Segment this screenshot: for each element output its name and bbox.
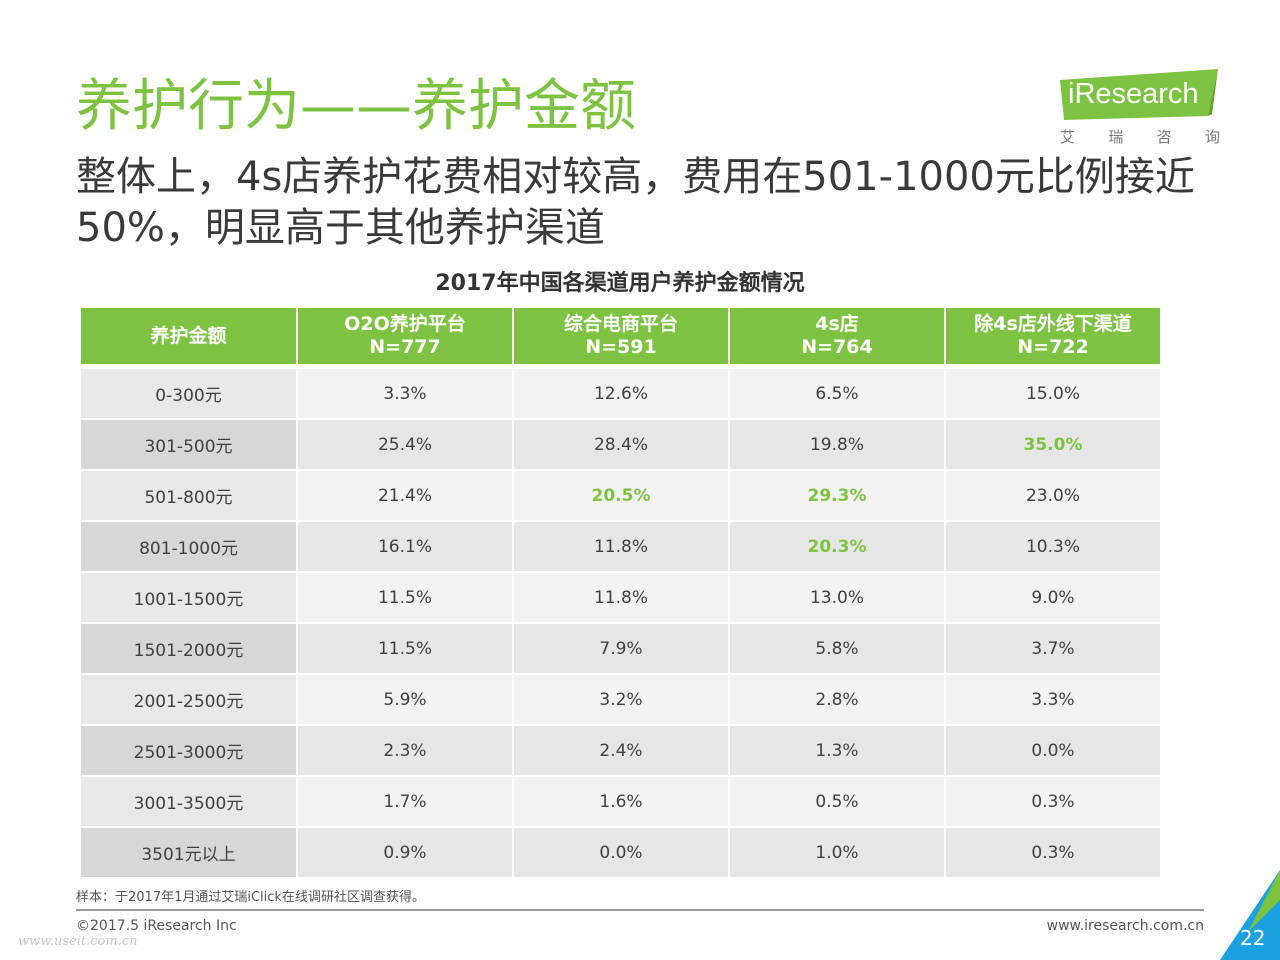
value-cell: 28.4% — [512, 419, 730, 471]
header-cell: 养护金额 — [81, 308, 298, 364]
footer-divider — [76, 909, 1204, 911]
table-row: 0-300元 3.3% 12.6% 6.5% 15.0% — [81, 369, 1162, 420]
header-line2: N=591 — [585, 336, 657, 358]
logo-badge-icon — [1060, 69, 1218, 120]
value-cell: 29.3% — [728, 470, 946, 522]
table-row: 2001-2500元 5.9% 3.2% 2.8% 3.3% — [81, 674, 1162, 726]
row-label: 2001-2500元 — [81, 674, 298, 726]
value-cell: 5.9% — [296, 674, 514, 726]
value-cell: 2.4% — [512, 725, 730, 777]
value-cell: 13.0% — [728, 572, 946, 624]
logo-brand-text: iResearch — [1068, 78, 1199, 110]
value-cell: 2.3% — [296, 725, 514, 777]
row-label: 0-300元 — [81, 369, 298, 420]
row-label: 1001-1500元 — [81, 572, 298, 624]
table-row: 1001-1500元 11.5% 11.8% 13.0% 9.0% — [81, 572, 1162, 624]
value-cell: 10.3% — [944, 521, 1162, 573]
logo-chinese: 艾 瑞 咨 询 — [1060, 126, 1220, 147]
table-header-row: 养护金额 O2O养护平台 N=777 综合电商平台 N=591 4s店 N=76… — [81, 308, 1162, 364]
value-cell: 3.2% — [512, 674, 730, 726]
value-cell: 15.0% — [944, 369, 1162, 420]
header-line2: N=764 — [801, 336, 873, 358]
website-link: www.iresearch.com.cn — [1046, 918, 1204, 934]
value-cell: 3.3% — [296, 369, 514, 420]
header-line1: O2O养护平台 — [344, 313, 466, 335]
value-cell: 1.6% — [512, 776, 730, 828]
value-cell: 2.8% — [728, 674, 946, 726]
slide-title: 养护行为——养护金额 — [76, 74, 636, 139]
table-row: 801-1000元 16.1% 11.8% 20.3% 10.3% — [81, 521, 1162, 573]
logo-char: 咨 — [1156, 128, 1172, 146]
header-cell: O2O养护平台 N=777 — [296, 308, 514, 364]
value-cell: 1.3% — [728, 725, 946, 777]
spending-table: 养护金额 O2O养护平台 N=777 综合电商平台 N=591 4s店 N=76… — [81, 308, 1162, 879]
row-label: 501-800元 — [81, 470, 298, 522]
value-cell: 11.5% — [296, 572, 514, 624]
logo-char: 艾 — [1060, 128, 1076, 146]
header-cell: 综合电商平台 N=591 — [512, 308, 730, 364]
table-row: 3001-3500元 1.7% 1.6% 0.5% 0.3% — [81, 776, 1162, 828]
table-row: 2501-3000元 2.3% 2.4% 1.3% 0.0% — [81, 725, 1162, 777]
value-cell: 6.5% — [728, 369, 946, 420]
header-cell: 除4s店外线下渠道 N=722 — [944, 308, 1162, 364]
table-body: 0-300元 3.3% 12.6% 6.5% 15.0% 301-500元 25.4% 28.… — [81, 364, 1162, 879]
value-cell: 19.8% — [728, 419, 946, 471]
value-cell: 1.7% — [296, 776, 514, 828]
table-row: 3501元以上 0.9% 0.0% 1.0% 0.3% — [81, 827, 1162, 879]
value-cell: 12.6% — [512, 369, 730, 420]
value-cell: 9.0% — [944, 572, 1162, 624]
header-line1: 除4s店外线下渠道 — [974, 313, 1132, 335]
value-cell: 35.0% — [944, 419, 1162, 471]
value-cell: 20.5% — [512, 470, 730, 522]
header-line1: 4s店 — [815, 313, 859, 335]
logo-char: 询 — [1204, 128, 1220, 146]
watermark: www.useit.com.cn — [18, 934, 138, 949]
table-title: 2017年中国各渠道用户养护金额情况 — [435, 271, 805, 296]
copyright-text: ©2017.5 iResearch Inc — [76, 918, 237, 934]
value-cell: 7.9% — [512, 623, 730, 675]
row-label: 1501-2000元 — [81, 623, 298, 675]
header-cell: 4s店 N=764 — [728, 308, 946, 364]
value-cell: 0.3% — [944, 827, 1162, 879]
slide-subtitle: 整体上，4s店养护花费相对较高，费用在501-1000元比例接近50%，明显高于… — [76, 154, 1195, 251]
value-cell: 11.8% — [512, 521, 730, 573]
value-cell: 0.0% — [944, 725, 1162, 777]
value-cell: 16.1% — [296, 521, 514, 573]
value-cell: 0.0% — [512, 827, 730, 879]
value-cell: 11.5% — [296, 623, 514, 675]
value-cell: 0.3% — [944, 776, 1162, 828]
value-cell: 23.0% — [944, 470, 1162, 522]
table-row: 501-800元 21.4% 20.5% 29.3% 23.0% — [81, 470, 1162, 522]
value-cell: 25.4% — [296, 419, 514, 471]
value-cell: 1.0% — [728, 827, 946, 879]
value-cell: 11.8% — [512, 572, 730, 624]
row-label: 3001-3500元 — [81, 776, 298, 828]
value-cell: 20.3% — [728, 521, 946, 573]
table-row: 301-500元 25.4% 28.4% 19.8% 35.0% — [81, 419, 1162, 471]
logo-char: 瑞 — [1108, 128, 1124, 146]
header-line2: N=777 — [369, 336, 441, 358]
value-cell: 0.5% — [728, 776, 946, 828]
row-label: 301-500元 — [81, 419, 298, 471]
table-row: 1501-2000元 11.5% 7.9% 5.8% 3.7% — [81, 623, 1162, 675]
row-label: 801-1000元 — [81, 521, 298, 573]
value-cell: 21.4% — [296, 470, 514, 522]
corner-decoration-icon — [1220, 870, 1280, 960]
header-line1: 综合电商平台 — [563, 313, 678, 335]
sample-note: 样本：于2017年1月通过艾瑞iClick在线调研社区调查获得。 — [76, 890, 425, 905]
value-cell: 3.7% — [944, 623, 1162, 675]
row-label: 2501-3000元 — [81, 725, 298, 777]
value-cell: 0.9% — [296, 827, 514, 879]
header-line1: 养护金额 — [150, 324, 227, 347]
value-cell: 5.8% — [728, 623, 946, 675]
header-line2: N=722 — [1017, 336, 1089, 358]
page-number: 22 — [1240, 926, 1266, 950]
row-label: 3501元以上 — [81, 827, 298, 879]
iresearch-logo: iResearch 艾 瑞 咨 询 — [1050, 66, 1225, 156]
value-cell: 3.3% — [944, 674, 1162, 726]
